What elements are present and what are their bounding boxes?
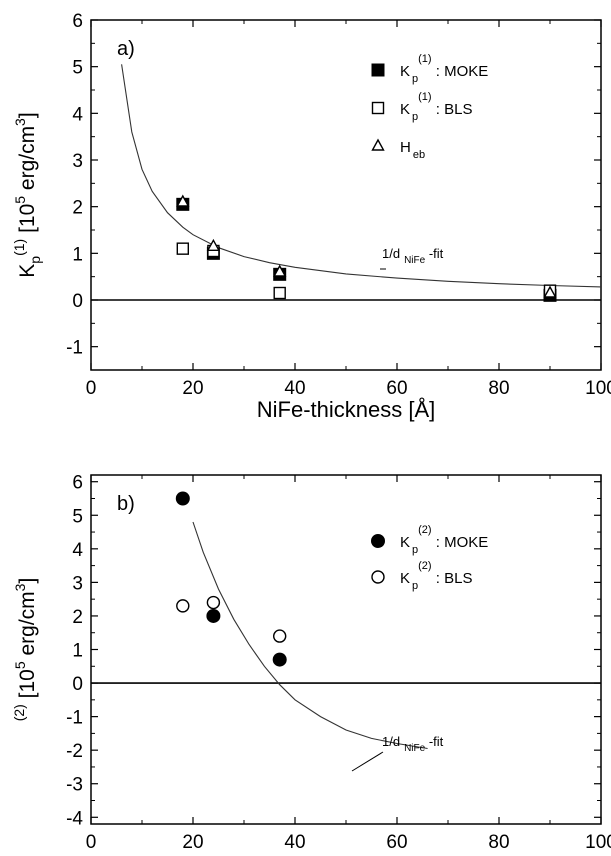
- fit-label: 1/d NiFe -fit: [382, 246, 444, 266]
- data-point-open-square: [176, 242, 190, 255]
- data-point-open-circle: [176, 599, 190, 613]
- legend-marker-filled-square: [371, 63, 385, 77]
- y-tick-label: -1: [66, 708, 83, 729]
- data-point-filled-circle: [206, 608, 221, 623]
- fit-label: 1/d NiFe -fit: [382, 734, 444, 754]
- panel-label-b: b): [117, 493, 135, 515]
- y-tick-label: -1: [66, 338, 83, 359]
- x-tick-label: 80: [488, 832, 509, 853]
- x-tick-label: 100: [585, 378, 611, 399]
- data-point-open-square: [273, 286, 286, 300]
- plot-frame-a: [90, 19, 602, 371]
- legend-marker-filled-circle: [371, 534, 385, 548]
- x-tick-label: 0: [86, 378, 97, 399]
- y-tick-label: -4: [66, 808, 83, 829]
- x-tick-label: 80: [488, 378, 509, 399]
- y-tick-label: 1: [72, 641, 83, 662]
- y-axis-label: (2) [105 erg/cm3]: [11, 578, 39, 722]
- x-tick-label: 100: [585, 832, 611, 853]
- y-tick-label: 2: [72, 198, 83, 219]
- data-point-open-triangle: [273, 264, 287, 277]
- fit-label-leader: [351, 751, 384, 772]
- data-point-open-triangle: [543, 285, 557, 298]
- y-axis-label: Kp(1) [105 erg/cm3]: [11, 112, 43, 277]
- panel-b: 0 20 40 60 80 100 -4 -3 -2 -1 0 1 2 3 4 5 6 b) Kp(2) : M…: [11, 473, 611, 853]
- x-tick-label: 40: [284, 832, 305, 853]
- y-tick-label: 6: [72, 473, 83, 494]
- plot-frame-b: [90, 474, 602, 825]
- y-tick-label: 1: [72, 244, 83, 265]
- data-point-open-circle: [273, 629, 287, 643]
- x-tick-label: 60: [386, 378, 407, 399]
- data-point-filled-circle: [175, 491, 190, 506]
- panel-label-a: a): [117, 38, 135, 60]
- x-tick-label: 40: [284, 378, 305, 399]
- y-tick-label: -2: [66, 741, 83, 762]
- y-tick-label: 4: [72, 104, 83, 125]
- y-tick-label: 5: [72, 58, 83, 79]
- y-tick-label: 5: [72, 506, 83, 527]
- y-tick-label: 3: [72, 573, 83, 594]
- y-tick-label: 2: [72, 607, 83, 628]
- data-point-filled-circle: [272, 652, 287, 667]
- x-tick-label: 60: [386, 832, 407, 853]
- fit-curve: [121, 64, 602, 288]
- data-point-open-triangle: [206, 238, 221, 252]
- x-tick-label: 20: [182, 378, 203, 399]
- y-tick-label: 4: [72, 540, 83, 561]
- y-tick-label: 0: [72, 291, 83, 312]
- fit-curve: [192, 521, 428, 750]
- x-tick-label: 20: [182, 832, 203, 853]
- y-tick-label: 0: [72, 674, 83, 695]
- legend-marker-open-triangle: [371, 138, 385, 151]
- legend-marker-open-circle: [371, 570, 385, 584]
- data-point-open-circle: [206, 595, 221, 610]
- y-tick-label: -3: [66, 775, 83, 796]
- legend-marker-open-square: [371, 101, 385, 115]
- y-tick-label: 3: [72, 151, 83, 172]
- x-tick-label: 0: [86, 832, 97, 853]
- data-point-open-triangle: [176, 194, 190, 207]
- y-tick-label: 6: [72, 11, 83, 32]
- x-axis-label-a: NiFe-thickness [Å]: [257, 397, 436, 422]
